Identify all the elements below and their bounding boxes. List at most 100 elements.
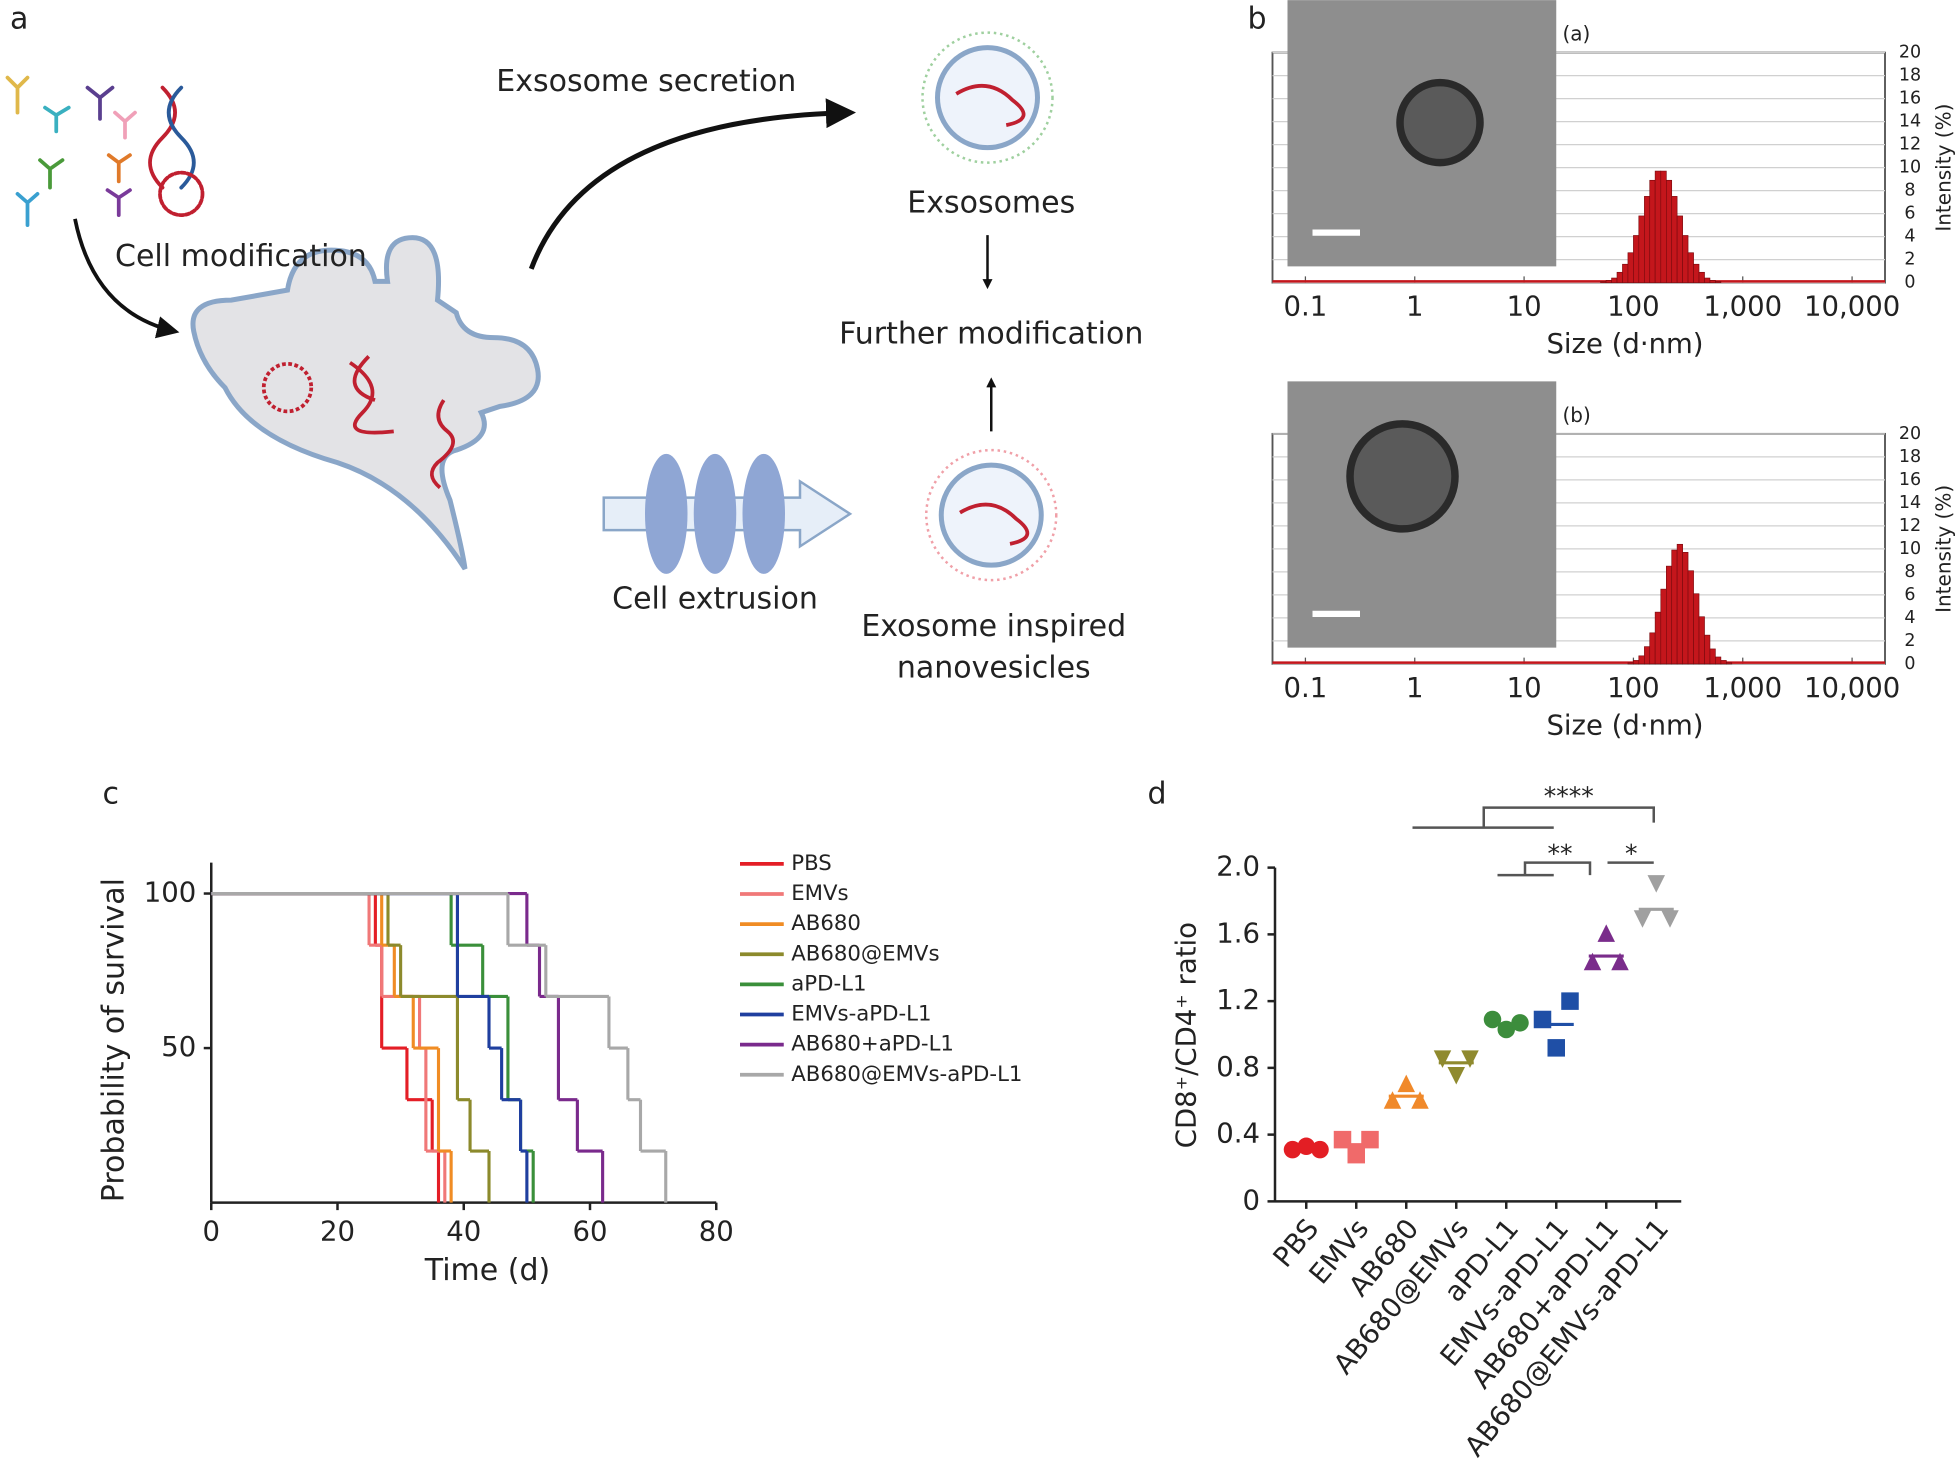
y-axis-label: Probability of survival: [97, 878, 132, 1202]
bar: [1649, 632, 1656, 665]
y-tick-label: 2: [1904, 631, 1915, 651]
data-point: [1383, 1091, 1402, 1109]
cell: [190, 235, 541, 571]
bar: [1666, 179, 1673, 283]
subtitle: (a): [1563, 22, 1591, 46]
x-tick-label: 1,000: [1703, 672, 1782, 704]
diagram: Exsosome secretion Cell modification Exs…: [5, 31, 1143, 685]
data-point: [1561, 992, 1579, 1010]
significance-label: **: [1548, 839, 1573, 868]
significance-bracket: [1523, 861, 1592, 876]
bar: [1709, 280, 1716, 283]
x-tick-label: 100: [1607, 291, 1660, 323]
bar: [1654, 170, 1662, 283]
y-tick-label: 2: [1904, 250, 1915, 270]
y-tick-label: 0.8: [1216, 1051, 1260, 1083]
data-point: [1597, 924, 1615, 942]
y-tick-label: 14: [1899, 493, 1921, 513]
bar: [1611, 277, 1618, 283]
bar: [1633, 660, 1640, 665]
bar: [1698, 616, 1705, 665]
x-tick-label: 10: [1507, 672, 1542, 704]
diagram-label: Cell modification: [115, 239, 367, 274]
bar: [1622, 263, 1629, 283]
data-point: [1433, 1050, 1452, 1068]
bar: [1720, 660, 1727, 665]
rna: [955, 83, 1026, 127]
diagram-label: Further modification: [839, 317, 1143, 352]
y-tick-label: 16: [1899, 470, 1921, 490]
x-tick-label: 0: [203, 1216, 221, 1248]
bar: [1649, 179, 1656, 283]
panel-label: c: [103, 777, 120, 812]
bar: [1687, 252, 1694, 283]
data-point: [1661, 910, 1679, 928]
y-tick-label: 100: [144, 877, 197, 909]
vesicle-image: [1346, 420, 1459, 533]
x-axis-label: Size (d·nm): [1546, 709, 1703, 741]
y-tick-label: 12: [1899, 516, 1921, 536]
y-tick-label: 10: [1899, 539, 1921, 559]
significance-label: ****: [1544, 782, 1594, 811]
bar: [1638, 215, 1645, 283]
data-point: [1547, 1039, 1565, 1057]
diagram-label: Exsosome secretion: [496, 64, 796, 99]
antibody-icons: [5, 75, 205, 228]
x-tick-label: 20: [320, 1216, 355, 1248]
y-tick-label: 4: [1904, 227, 1915, 247]
bar: [1726, 662, 1733, 665]
bar: [1627, 252, 1634, 283]
data-point: [1611, 952, 1629, 971]
bar: [1676, 543, 1683, 665]
legend-label: AB680+aPD-L1: [791, 1032, 954, 1057]
y-tick-label: 50: [161, 1031, 196, 1063]
diagram-label: Exosome inspired: [861, 609, 1126, 644]
y-tick-label: 8: [1904, 181, 1915, 201]
legend-label: EMVs: [791, 881, 848, 906]
data-point: [1283, 1140, 1302, 1159]
bar: [1687, 570, 1694, 665]
bar: [1660, 170, 1667, 283]
panel-label: a: [10, 2, 28, 37]
exosome-shell: [921, 31, 1054, 164]
data-point: [1647, 875, 1665, 893]
y-tick-label: 10: [1899, 158, 1921, 178]
y-tick-label: 0: [1904, 654, 1915, 674]
bar: [1638, 655, 1645, 665]
data-point: [1297, 1137, 1315, 1156]
y-axis-label: Intensity (%): [1932, 485, 1956, 613]
arrow: [528, 98, 856, 270]
rna: [959, 502, 1030, 546]
x-tick-label: 40: [446, 1216, 481, 1248]
exosome: [935, 45, 1040, 151]
legend-label: AB680@EMVs-aPD-L1: [791, 1062, 1022, 1087]
y-axis-label: Intensity (%): [1932, 104, 1956, 232]
data-point: [1511, 1014, 1529, 1032]
y-tick-label: 4: [1904, 608, 1915, 628]
x-tick-label: 60: [573, 1216, 608, 1248]
x-tick-label: 80: [699, 1216, 734, 1248]
bar: [1616, 271, 1623, 283]
y-tick-label: 0.4: [1216, 1118, 1260, 1150]
legend-label: EMVs-aPD-L1: [791, 1002, 931, 1027]
bar: [1633, 235, 1640, 283]
significance-bracket: [1482, 806, 1655, 828]
bar: [1715, 281, 1722, 283]
bar: [1644, 196, 1651, 283]
data-point: [1311, 1140, 1329, 1159]
diagram-label: Exsosomes: [907, 185, 1075, 220]
bar: [1698, 271, 1705, 283]
y-axis-label: CD8⁺/CD4⁺ ratio: [1171, 922, 1203, 1148]
diagram-label: nanovesicles: [897, 650, 1091, 685]
data-point: [1397, 1074, 1415, 1093]
x-tick-label: 10: [1507, 291, 1542, 323]
bar: [1676, 215, 1683, 283]
data-point: [1461, 1050, 1479, 1068]
x-tick-label: 1,000: [1703, 291, 1782, 323]
legend-label: PBS: [791, 851, 832, 876]
bar: [1715, 656, 1722, 665]
y-tick-label: 0: [1904, 273, 1915, 293]
y-tick-label: 14: [1899, 112, 1921, 132]
y-tick-label: 18: [1899, 447, 1921, 467]
